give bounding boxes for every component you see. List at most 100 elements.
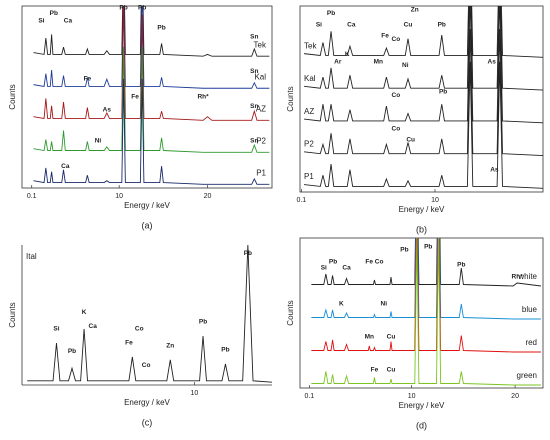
spectrum-line <box>303 6 543 124</box>
peak-label: Co <box>142 362 151 369</box>
spectrum-line <box>33 6 270 57</box>
y-axis-label: Counts <box>286 300 295 325</box>
series-group <box>311 238 541 386</box>
peak-label: Mn <box>374 59 383 66</box>
peak-label: Pb <box>50 10 58 17</box>
caption: (d) <box>416 420 427 430</box>
series-label: green <box>517 371 537 380</box>
spectrum-line <box>33 46 270 153</box>
peak-label: Zn <box>166 343 174 350</box>
peak-label: Si <box>316 21 322 28</box>
peak-label: K <box>339 301 344 308</box>
series-group <box>303 6 543 189</box>
x-axis-label: Energy / keV <box>124 398 170 407</box>
peak-label: Zn <box>411 6 419 13</box>
peak-label: Si <box>38 17 44 24</box>
peak-label: Pb <box>424 244 432 251</box>
series-label: red <box>525 338 537 347</box>
peak-label: Pb <box>457 262 465 269</box>
y-axis-label: Counts <box>8 302 17 327</box>
peak-label: As <box>490 166 499 173</box>
x-tick-label: 0.1 <box>296 197 306 204</box>
x-tick-label: 0.1 <box>27 193 37 200</box>
peak-label: Cu <box>406 137 415 144</box>
peak-label: Mn <box>365 334 374 341</box>
series-label: Tek <box>304 41 317 50</box>
spectrum-line <box>311 238 541 386</box>
peak-label: Ca <box>347 21 356 28</box>
peak-label: Ca <box>64 17 73 24</box>
series-label: P1 <box>256 169 266 178</box>
spectrum-line <box>33 6 270 89</box>
series-label: AZ <box>256 104 266 113</box>
spectrum-line <box>303 6 543 91</box>
series-label: Kal <box>304 74 316 83</box>
caption: (b) <box>416 224 427 234</box>
x-tick-label: 0.1 <box>304 393 314 400</box>
peak-label: Co <box>392 125 401 132</box>
peak-label: Fe <box>371 367 379 374</box>
series-group <box>27 245 272 383</box>
peak-label: Sn <box>250 137 258 144</box>
spectrum-line <box>27 245 272 383</box>
peak-label: Sn <box>250 68 258 75</box>
peak-label: Fe <box>125 340 133 347</box>
peak-label: Cu <box>387 334 396 341</box>
x-axis-label: Energy / keV <box>399 205 445 214</box>
plot-frame <box>21 5 273 189</box>
spectrum-line <box>303 6 543 58</box>
spectrum-line <box>33 6 270 121</box>
peak-label: K <box>345 51 350 58</box>
peak-label: Ar <box>334 59 342 66</box>
peak-label: Pb <box>400 247 408 254</box>
peak-label: Rh* <box>512 274 524 281</box>
spectrum-line <box>303 61 543 189</box>
x-tick-label: 10 <box>431 197 439 204</box>
peak-label: Pb <box>439 88 447 95</box>
series-label: Kal <box>254 72 266 81</box>
x-tick-label: 10 <box>115 193 123 200</box>
peak-label: Co <box>392 92 401 99</box>
peak-label: Rh* <box>197 94 209 101</box>
peak-label: Pb <box>438 21 446 28</box>
peak-label: Si <box>53 326 59 333</box>
peak-label: Co <box>392 36 401 43</box>
spectrum-line <box>33 78 270 185</box>
peak-label: As <box>103 106 112 113</box>
caption: (c) <box>142 417 153 427</box>
peak-label: Fe <box>84 76 92 83</box>
series-label: blue <box>522 305 538 314</box>
series-label: AZ <box>304 107 314 116</box>
series-label: Ital <box>26 252 37 261</box>
peak-label: Ca <box>61 163 70 170</box>
peak-label: Pb <box>68 348 76 355</box>
peak-label: Pb <box>119 5 127 12</box>
spectrum-line <box>311 238 541 287</box>
y-axis-label: Counts <box>8 84 17 109</box>
peak-label: Pb <box>199 319 207 326</box>
peak-label: Ni <box>95 137 102 144</box>
spectrum-line <box>311 238 541 320</box>
spectrum-line <box>311 238 541 353</box>
peak-label: Fe Co <box>365 259 383 266</box>
peak-label: Sn <box>250 103 258 110</box>
peak-label: Ni <box>402 62 409 69</box>
peak-label: Pb <box>327 10 335 17</box>
x-tick-label: 10 <box>408 393 416 400</box>
peak-label: Ca <box>342 265 351 272</box>
y-axis-label: Counts <box>286 86 295 111</box>
x-tick-label: 20 <box>204 193 212 200</box>
peak-label: Pb <box>157 25 165 32</box>
series-label: P2 <box>256 137 266 146</box>
x-axis-label: Energy / keV <box>399 401 445 410</box>
peak-label: K <box>82 309 87 316</box>
peak-label: Fe <box>131 94 139 101</box>
peak-label: Pb <box>329 259 337 266</box>
peak-label: Co <box>135 326 144 333</box>
peak-label: Si <box>321 265 327 272</box>
series-label: P2 <box>304 139 314 148</box>
x-tick-label: 10 <box>191 390 199 397</box>
caption: (a) <box>142 220 153 230</box>
